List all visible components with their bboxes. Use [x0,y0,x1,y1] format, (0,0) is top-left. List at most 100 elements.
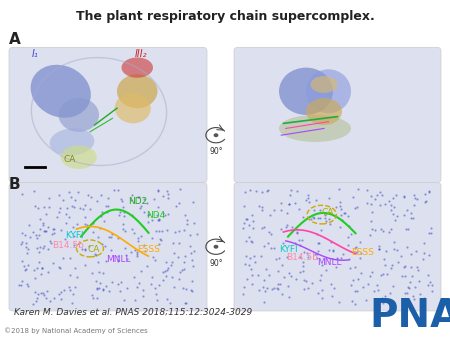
Point [347,282,354,288]
Point [164,191,171,197]
Point [423,198,430,203]
Point [171,284,178,290]
Point [32,233,40,238]
Point [160,193,167,199]
Point [244,217,251,222]
Point [421,296,428,301]
Point [162,268,169,273]
FancyBboxPatch shape [234,47,441,183]
Point [69,291,76,296]
Point [300,287,307,292]
Point [182,300,189,306]
Point [74,189,81,194]
Point [35,233,42,238]
Point [318,227,325,233]
Point [119,205,126,210]
Point [104,204,112,209]
Point [299,268,306,274]
Text: B: B [9,177,21,192]
Point [295,206,302,211]
Point [131,297,139,303]
Point [109,280,116,285]
Point [240,220,248,225]
Point [395,259,402,264]
Point [314,291,321,296]
Point [245,263,252,268]
Point [373,282,380,288]
Point [376,246,383,251]
Point [132,247,139,253]
Point [296,269,303,274]
Point [171,250,178,256]
Point [42,228,49,234]
Point [135,194,142,199]
Point [240,203,248,209]
Point [21,267,28,272]
Point [277,200,284,206]
Point [288,225,296,230]
Point [407,251,414,257]
Point [266,213,274,218]
Text: III₂: III₂ [135,49,148,59]
Point [380,228,387,234]
Point [156,283,163,288]
Ellipse shape [58,98,99,132]
Point [45,195,52,200]
Point [424,283,432,288]
Point [312,197,319,203]
Point [163,297,171,302]
Point [183,217,190,222]
Point [66,214,73,219]
Point [413,197,420,202]
Point [137,268,144,274]
Point [408,210,415,215]
Point [153,297,161,303]
Point [353,249,360,255]
Point [240,291,247,296]
Point [308,280,315,285]
Point [135,281,143,286]
Point [392,192,399,197]
Point [366,273,373,279]
Point [377,202,384,208]
Point [40,245,47,250]
Point [277,281,284,287]
Point [317,215,324,220]
Point [327,239,334,245]
Point [328,281,335,287]
Point [273,285,280,290]
Point [353,204,360,210]
Text: ND2: ND2 [128,197,148,207]
Point [383,248,390,254]
Point [187,287,194,293]
Point [89,295,96,301]
Point [156,218,163,223]
Point [247,255,254,260]
Point [193,231,200,237]
Point [406,286,413,291]
Point [84,193,91,198]
Point [285,294,292,300]
Point [243,276,250,282]
Point [102,204,109,209]
Point [183,286,190,291]
Point [254,272,261,277]
Point [190,248,197,254]
Point [245,234,252,240]
Point [40,291,47,296]
Point [285,201,292,206]
Point [314,215,321,221]
Point [94,234,102,239]
Point [274,281,282,287]
Point [251,253,258,259]
Point [403,290,410,295]
Point [101,243,108,249]
Point [427,230,434,236]
Point [164,195,171,200]
Point [70,204,77,210]
Point [248,213,256,218]
Point [154,212,161,217]
Point [56,210,63,215]
Point [284,283,292,288]
Point [346,256,353,262]
